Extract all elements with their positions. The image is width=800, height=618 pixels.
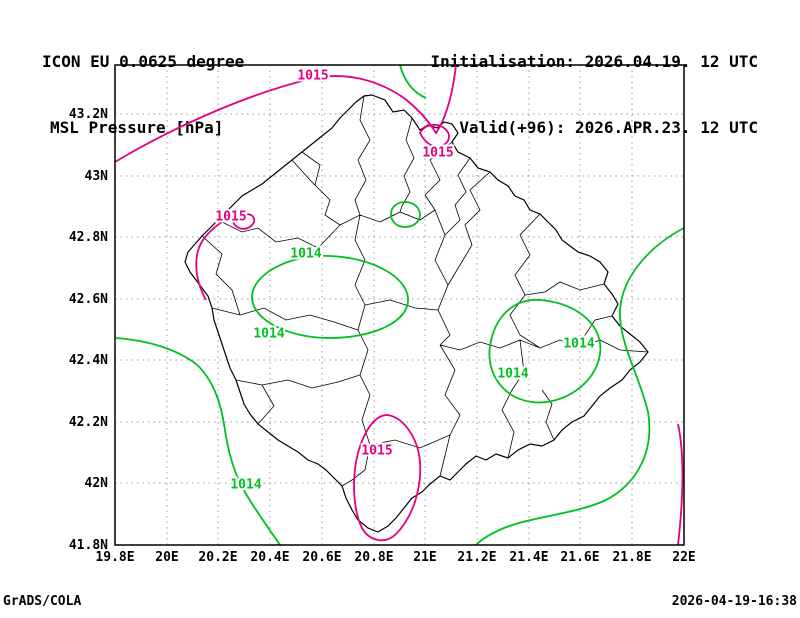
isobar-label-1014: 1014 — [290, 247, 321, 262]
x-tick-label: 21.6E — [560, 550, 599, 565]
x-tick-label: 20.8E — [354, 550, 393, 565]
y-tick-label: 42N — [85, 476, 109, 491]
isobar-label-1015: 1015 — [297, 69, 328, 84]
x-tick-label: 20.4E — [250, 550, 289, 565]
model-title: ICON EU 0.0625 degree — [42, 52, 245, 71]
y-tick-label: 42.6N — [69, 292, 108, 307]
isobar-label-1015: 1015 — [215, 210, 246, 225]
isobar-1014-west-cell — [251, 255, 409, 339]
isobar-1015-small-cell — [418, 123, 450, 148]
initialisation-time: Initialisation: 2026.04.19. 12 UTC — [430, 52, 758, 71]
header-right: Initialisation: 2026.04.19. 12 UTC Valid… — [430, 7, 758, 161]
isobar-1014-top-arc — [399, 64, 427, 99]
isobar-label-1014: 1014 — [497, 367, 528, 382]
isobar-labels: 1015 1015 1015 1015 1014 1014 1014 1014 … — [213, 67, 596, 495]
y-axis-labels: 43.2N 43N 42.8N 42.6N 42.4N 42.2N 42N 41… — [69, 107, 108, 553]
isobar-label-1014: 1014 — [563, 337, 594, 352]
x-tick-label: 19.8E — [95, 550, 134, 565]
grid-lines — [115, 65, 684, 545]
x-tick-label: 20.2E — [198, 550, 237, 565]
isobar-label-1014: 1014 — [253, 327, 284, 342]
isobar-1015-northwest-hook — [195, 213, 256, 301]
x-tick-label: 20.6E — [302, 550, 341, 565]
x-tick-label: 21E — [413, 550, 436, 565]
isobar-1014-contours — [114, 64, 685, 546]
y-tick-label: 42.8N — [69, 230, 108, 245]
isobar-1015-south-cell — [353, 414, 422, 542]
header-left: ICON EU 0.0625 degree MSL Pressure [hPa] — [42, 7, 244, 161]
grads-credit: GrADS/COLA — [3, 594, 82, 609]
y-tick-label: 43.2N — [69, 107, 108, 122]
isobar-1015-contours — [114, 64, 684, 546]
isobar-1014-southwest-arc — [114, 337, 281, 546]
kosovo-outer-border — [184, 94, 649, 533]
y-tick-label: 42.4N — [69, 353, 108, 368]
x-axis-labels: 19.8E 20E 20.2E 20.4E 20.6E 20.8E 21E 21… — [95, 550, 695, 565]
isobar-label-1015: 1015 — [422, 146, 453, 161]
x-tick-label: 21.4E — [509, 550, 548, 565]
y-tick-label: 42.2N — [69, 415, 108, 430]
isobar-1015-right-edge-arc — [677, 423, 684, 546]
isobar-1014-right-arc — [475, 227, 685, 546]
variable-title: MSL Pressure [hPa] — [50, 118, 224, 137]
isobar-label-1015: 1015 — [361, 444, 392, 459]
y-tick-label: 41.8N — [69, 538, 108, 553]
plot-frame — [114, 64, 685, 546]
municipality-borders — [201, 95, 649, 487]
creation-timestamp: 2026-04-19-16:38 — [671, 594, 797, 609]
isobar-1014-east-cell — [488, 299, 602, 404]
kosovo-boundaries — [184, 94, 649, 533]
x-tick-label: 22E — [672, 550, 695, 565]
isobar-label-1014: 1014 — [230, 478, 261, 493]
x-tick-label: 21.2E — [457, 550, 496, 565]
y-tick-label: 43N — [85, 169, 109, 184]
valid-time: Valid(+96): 2026.APR.23. 12 UTC — [459, 118, 758, 137]
x-tick-label: 21.8E — [612, 550, 651, 565]
x-tick-label: 20E — [155, 550, 178, 565]
isobar-1014-small-cell — [390, 201, 421, 228]
